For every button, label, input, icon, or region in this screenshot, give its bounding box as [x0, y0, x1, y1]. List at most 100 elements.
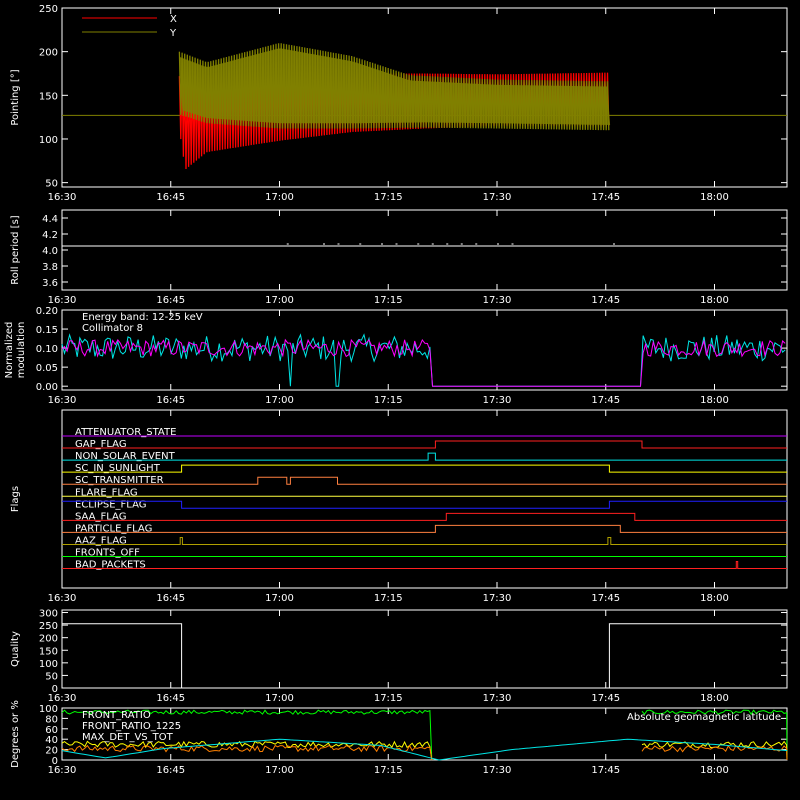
y-tick-label: 20 [45, 746, 58, 757]
flag-label-eclipse-flag: ECLIPSE_FLAG [75, 499, 146, 510]
x-tick-label: 16:45 [156, 593, 185, 604]
x-tick-label: 18:00 [700, 693, 729, 704]
y-tick-label: 60 [45, 725, 58, 736]
x-tick-label: 17:00 [265, 295, 294, 306]
x-tick-label: 16:45 [156, 295, 185, 306]
flag-label-gap-flag: GAP_FLAG [75, 439, 127, 450]
x-tick-label: 16:30 [48, 693, 77, 704]
x-tick-label: 17:15 [374, 593, 403, 604]
legend-max-det-vs-tot: MAX_DET_VS_TOT [82, 732, 174, 743]
x-tick-label: 16:30 [48, 765, 77, 776]
x-tick-label: 16:45 [156, 693, 185, 704]
legend-label-y: Y [169, 28, 177, 39]
x-tick-label: 17:00 [265, 395, 294, 406]
legend-geomagnetic-latitude: Absolute geomagnetic latitude [627, 712, 781, 723]
flag-label-saa-flag: SAA_FLAG [75, 511, 126, 522]
y-tick-label: 3.8 [42, 262, 58, 273]
y-tick-label: 0.00 [36, 382, 58, 393]
x-tick-label: 17:45 [591, 295, 620, 306]
flag-trace-sc-in-sunlight [62, 464, 787, 473]
panel-3: 16:30 16:45 17:00 17:15 17:30 17:45 18:00 0.00 0… [36, 306, 788, 406]
y-tick-label: 4.4 [42, 214, 58, 225]
x-tick-label: 17:15 [374, 693, 403, 704]
panel-frame [61, 609, 788, 689]
x-tick-label: 17:30 [483, 192, 512, 203]
y-tick-label: 100 [39, 704, 58, 715]
y-axis-label: Flags [10, 486, 21, 512]
panel-frame [61, 209, 788, 291]
x-tick-label: 17:30 [483, 593, 512, 604]
x-tick-label: 17:45 [591, 395, 620, 406]
y-tick-label: 200 [39, 634, 58, 645]
y-tick-label: 250 [39, 4, 58, 15]
x-tick-label: 17:30 [483, 395, 512, 406]
x-tick-label: 18:00 [700, 192, 729, 203]
x-tick-label: 17:45 [591, 693, 620, 704]
x-tick-label: 18:00 [700, 765, 729, 776]
flag-trace-eclipse-flag [62, 500, 787, 509]
y-tick-label: 0.10 [36, 344, 58, 355]
x-tick-label: 17:45 [591, 765, 620, 776]
flag-trace-non-solar-event [62, 452, 787, 461]
quality-trace [62, 623, 787, 689]
y-tick-label: 50 [45, 671, 58, 682]
flag-label-non-solar-event: NON_SOLAR_EVENT [75, 451, 176, 462]
x-tick-label: 16:30 [48, 593, 77, 604]
legend-front-ratio: FRONT_RATIO [82, 710, 151, 721]
legend-front-ratio-1225: FRONT_RATIO_1225 [82, 721, 181, 732]
y-tick-label: 0 [52, 684, 58, 695]
y-tick-label: 40 [45, 735, 58, 746]
energy-band-label: Energy band: 12-25 keV [82, 312, 203, 323]
y-tick-label: 4.2 [42, 230, 58, 241]
x-tick-label: 17:45 [591, 593, 620, 604]
y-axis-label: Degrees or % [10, 700, 21, 768]
x-tick-label: 16:30 [48, 295, 77, 306]
degrees-series-3 [61, 744, 788, 761]
legend-label-x: X [170, 14, 177, 25]
flag-trace-aaz-flag [62, 536, 787, 545]
flag-trace-sc-transmitter [62, 476, 787, 485]
panel-frame [61, 309, 788, 391]
y-tick-label: 3.6 [42, 278, 58, 289]
y-tick-label: 50 [45, 179, 58, 190]
y-tick-label: 0.20 [36, 306, 58, 317]
x-tick-label: 17:00 [265, 593, 294, 604]
modulation-series-2 [61, 338, 786, 387]
panel-2: 16:30 16:45 17:00 17:15 17:30 17:45 18:00 3.6 3.… [42, 209, 788, 306]
x-tick-label: 16:45 [156, 192, 185, 203]
x-tick-label: 16:45 [156, 765, 185, 776]
series-y-band [179, 48, 611, 125]
x-tick-label: 17:00 [265, 765, 294, 776]
x-tick-label: 17:45 [591, 192, 620, 203]
y-tick-label: 80 [45, 714, 58, 725]
y-axis-label: Normalized [4, 322, 15, 379]
y-tick-label: 100 [39, 135, 58, 146]
x-tick-label: 17:30 [483, 693, 512, 704]
panel-4: 16:30 16:45 17:00 17:15 17:30 17:45 18:00 [48, 409, 788, 604]
flag-label-bad-packets: BAD_PACKETS [75, 560, 146, 571]
x-tick-label: 16:30 [48, 192, 77, 203]
x-tick-label: 16:30 [48, 395, 77, 406]
y-tick-label: 150 [39, 91, 58, 102]
x-tick-label: 18:00 [700, 395, 729, 406]
flag-label-sc-transmitter: SC_TRANSMITTER [75, 475, 164, 486]
y-tick-label: 0.15 [36, 325, 58, 336]
flag-trace-saa-flag [62, 512, 787, 521]
y-tick-label: 200 [39, 48, 58, 59]
collimator-label: Collimator 8 [82, 323, 143, 334]
y-axis-label: Roll period [s] [10, 215, 21, 284]
y-axis-label: Pointing [°] [10, 69, 21, 125]
degrees-series-4 [61, 738, 788, 761]
flag-trace-bad-packets [62, 561, 787, 570]
y-tick-label: 0.05 [36, 363, 58, 374]
y-axis-label: Quality [10, 631, 21, 667]
x-tick-label: 17:15 [374, 765, 403, 776]
y-tick-label: 150 [39, 646, 58, 657]
flag-label-aaz-flag: AAZ_FLAG [75, 535, 127, 546]
y-tick-label: 250 [39, 621, 58, 632]
panel-1: 16:30 16:45 17:00 17:15 17:30 17:45 18:00 50 100… [39, 4, 788, 203]
flag-label-fronts-off: FRONTS_OFF [75, 548, 140, 559]
flag-trace-gap-flag [62, 440, 787, 449]
flag-label-attenuator-state: ATTENUATOR_STATE [75, 427, 176, 438]
